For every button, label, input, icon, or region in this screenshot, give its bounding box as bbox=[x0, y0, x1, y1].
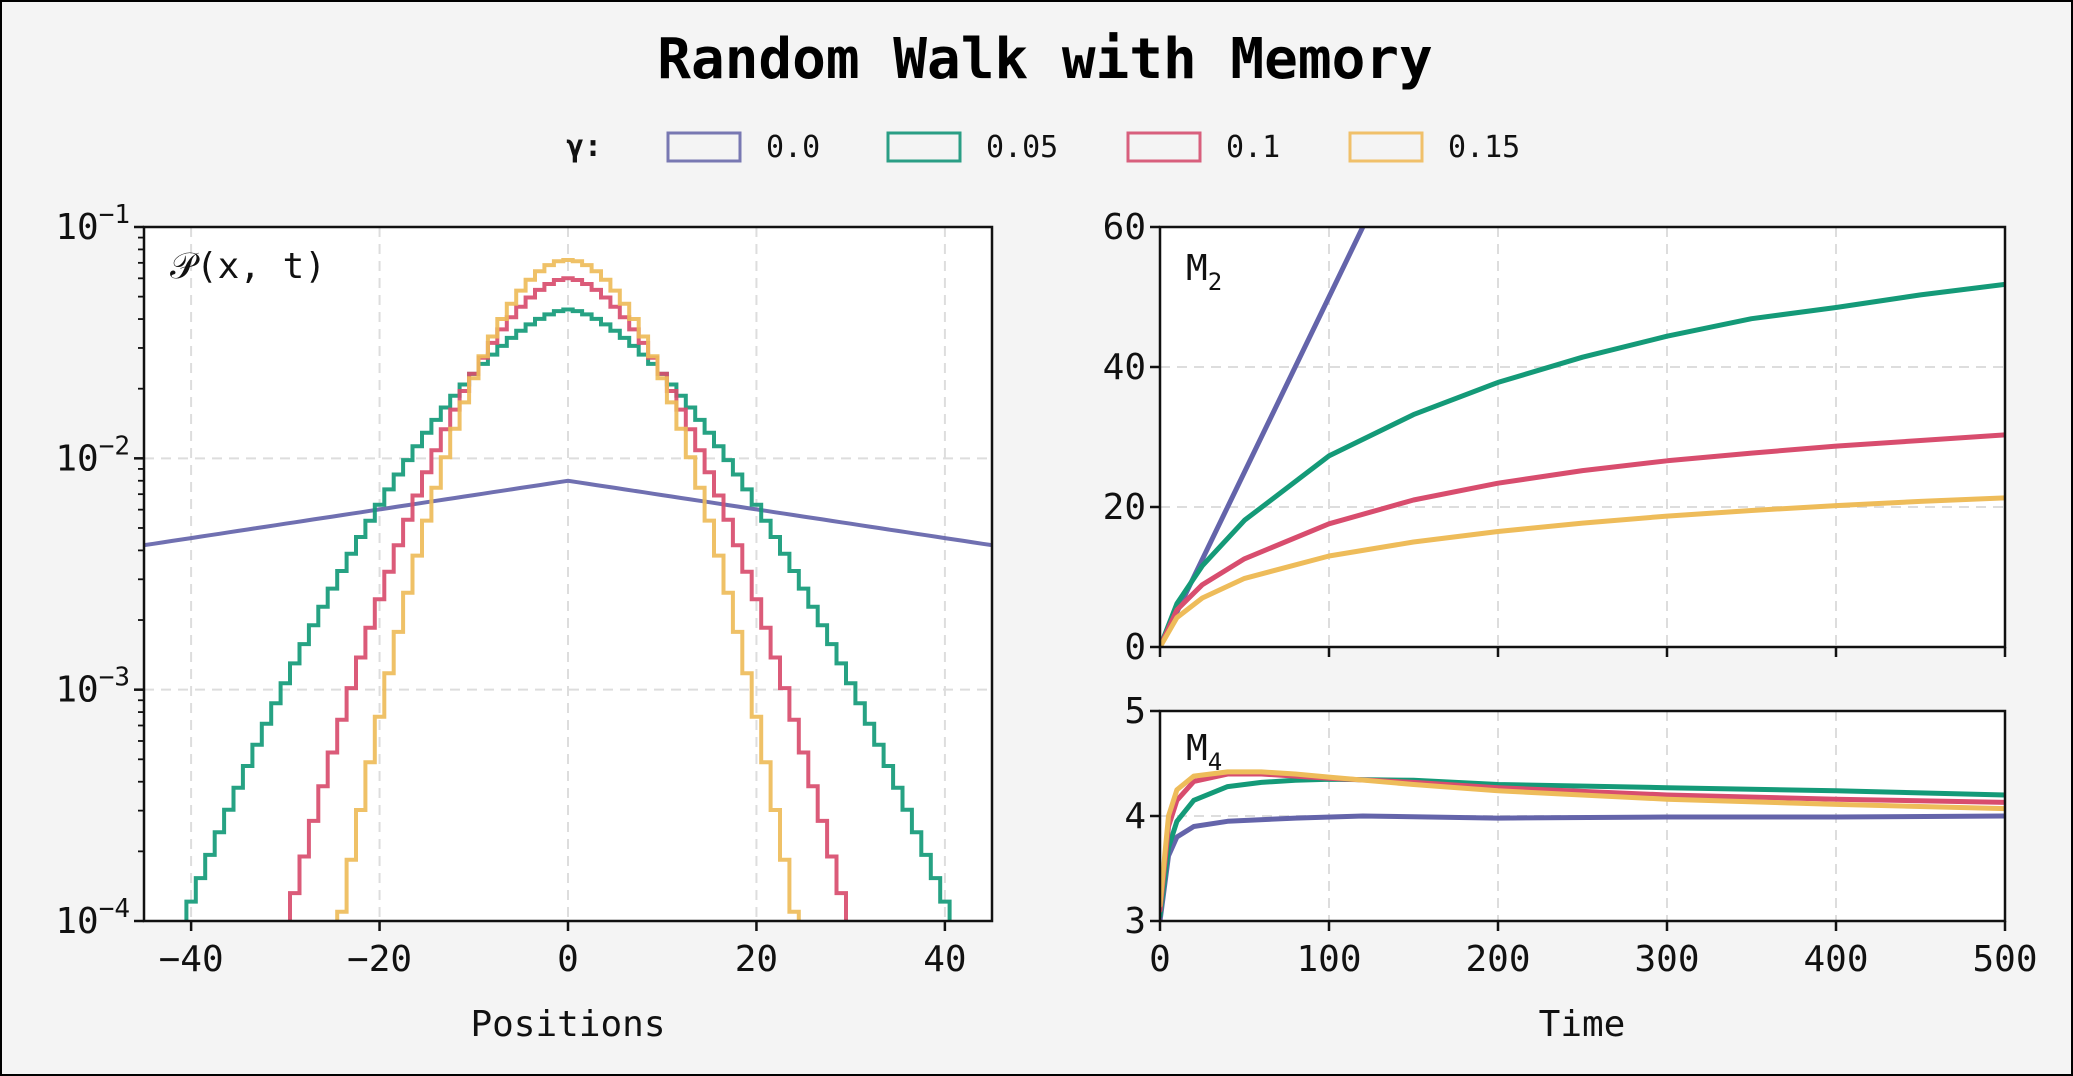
m2-ytick-label: 20 bbox=[1103, 487, 1146, 528]
distribution-ytick-label: 10−4 bbox=[55, 894, 130, 942]
legend-label-0-0: 0.0 bbox=[766, 130, 820, 165]
m2-ytick-label: 60 bbox=[1103, 207, 1146, 248]
distribution-ticks: −40 −20 0 20 40 10−1 10−2 10−3 10−4 bbox=[55, 200, 966, 980]
legend-label-0-15: 0.15 bbox=[1448, 130, 1520, 165]
distribution-panel: −40 −20 0 20 40 10−1 10−2 10−3 10−4 𝒫(x, t) Posi… bbox=[55, 200, 994, 1045]
m4-annotation-base: M bbox=[1186, 728, 1208, 769]
distribution-series bbox=[144, 258, 992, 921]
legend-title: γ: bbox=[566, 129, 602, 164]
m2-annotation-sub: 2 bbox=[1208, 268, 1222, 296]
m2-ytick-label: 0 bbox=[1124, 627, 1146, 668]
m2-annotation-base: M bbox=[1186, 248, 1208, 289]
m4-series bbox=[1160, 769, 2005, 921]
distribution-xlabel: Positions bbox=[470, 1004, 665, 1045]
legend-label-0-1: 0.1 bbox=[1226, 130, 1280, 165]
m2-series-gamma-0-1 bbox=[1160, 432, 2005, 647]
m4-xtick-label: 400 bbox=[1803, 939, 1868, 980]
m2-ytick-label: 40 bbox=[1103, 347, 1146, 388]
m2-plot-area bbox=[1160, 227, 2005, 647]
distribution-ytick-label: 10−2 bbox=[55, 431, 130, 479]
m2-spines bbox=[1158, 225, 2007, 649]
distribution-xtick-label: 20 bbox=[735, 939, 778, 980]
time-xlabel: Time bbox=[1539, 1004, 1626, 1045]
m4-xtick-label: 200 bbox=[1465, 939, 1530, 980]
m4-series-gamma-0-15 bbox=[1160, 769, 2005, 908]
m4-series-gamma-0-05 bbox=[1160, 776, 2005, 919]
m4-xtick-label: 100 bbox=[1296, 939, 1361, 980]
m2-panel: 0 20 40 60 M2 bbox=[1103, 207, 2007, 668]
distribution-series-gamma-0-05 bbox=[184, 307, 952, 921]
m4-series-gamma-0-0 bbox=[1160, 813, 2005, 921]
m4-xtick-label: 300 bbox=[1634, 939, 1699, 980]
m2-series-gamma-0-05 bbox=[1160, 281, 2005, 647]
m2-series bbox=[1160, 227, 2005, 647]
m4-panel: 0 100 200 300 400 500 3 4 5 M4 Time bbox=[1124, 691, 2037, 1045]
m4-ytick-label: 5 bbox=[1124, 691, 1146, 732]
legend-label-0-05: 0.05 bbox=[986, 130, 1058, 165]
m4-annotation-sub: 4 bbox=[1208, 748, 1222, 776]
m4-ticks: 0 100 200 300 400 500 3 4 5 bbox=[1124, 691, 2037, 980]
distribution-series-gamma-0-15 bbox=[335, 258, 801, 921]
m2-series-gamma-0-0 bbox=[1160, 227, 1366, 647]
distribution-ytick-label: 10−3 bbox=[55, 663, 130, 711]
distribution-series-gamma-0-0 bbox=[144, 478, 992, 548]
legend-swatch-0-1 bbox=[1126, 131, 1202, 163]
m2-series-gamma-0-15 bbox=[1160, 495, 2005, 647]
m4-xtick-label: 500 bbox=[1972, 939, 2037, 980]
distribution-xtick-label: −40 bbox=[159, 939, 224, 980]
legend-swatch-0-05 bbox=[886, 131, 962, 163]
legend: γ: 0.0 0.05 0.1 0.15 bbox=[566, 129, 1520, 165]
legend-swatch-0-0 bbox=[666, 131, 742, 163]
distribution-xtick-label: 0 bbox=[557, 939, 579, 980]
distribution-annotation: 𝒫(x, t) bbox=[170, 246, 326, 287]
m4-xtick-label: 0 bbox=[1149, 939, 1171, 980]
chart-title: Random Walk with Memory bbox=[657, 27, 1432, 92]
m2-ticks: 0 20 40 60 bbox=[1103, 207, 2007, 668]
m4-ytick-label: 4 bbox=[1124, 796, 1146, 837]
distribution-xtick-label: −20 bbox=[347, 939, 412, 980]
distribution-ytick-label: 10−1 bbox=[55, 200, 130, 248]
m4-ytick-label: 3 bbox=[1124, 901, 1146, 942]
legend-swatch-0-15 bbox=[1348, 131, 1424, 163]
distribution-xtick-label: 40 bbox=[923, 939, 966, 980]
m2-annotation: M2 bbox=[1186, 248, 1222, 296]
distribution-series-gamma-0-1 bbox=[288, 276, 848, 921]
m4-annotation: M4 bbox=[1186, 728, 1222, 776]
